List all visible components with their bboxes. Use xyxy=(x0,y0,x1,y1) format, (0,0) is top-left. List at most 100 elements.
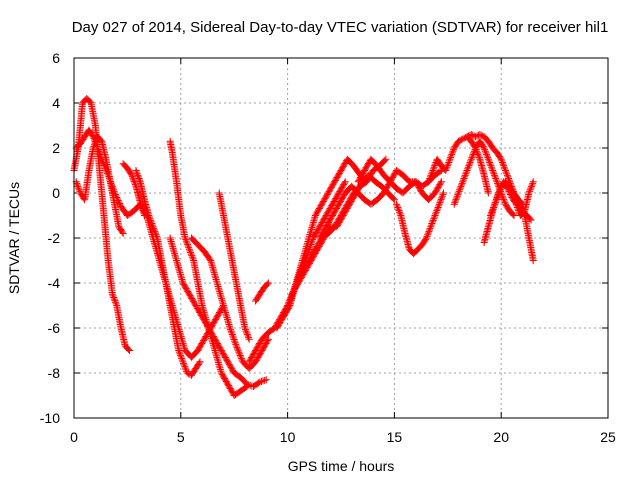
data-point xyxy=(231,339,239,347)
data-point xyxy=(256,378,264,386)
data-point xyxy=(227,326,235,334)
data-point xyxy=(448,149,456,157)
data-point xyxy=(112,300,120,308)
data-point xyxy=(245,335,253,343)
data-point xyxy=(119,230,127,237)
data-point xyxy=(496,186,504,194)
data-point xyxy=(495,189,503,197)
data-point xyxy=(459,178,467,186)
data-point xyxy=(433,205,441,213)
data-point xyxy=(456,186,464,194)
data-point xyxy=(513,202,521,210)
data-point xyxy=(390,196,398,204)
data-point xyxy=(449,147,457,155)
data-point xyxy=(75,184,83,192)
data-point xyxy=(475,154,483,162)
series-arc8 xyxy=(187,234,272,372)
data-point xyxy=(501,167,509,174)
data-point xyxy=(496,187,504,195)
data-point xyxy=(245,381,253,389)
series-arc18 xyxy=(425,133,492,197)
data-point xyxy=(444,160,452,168)
data-point xyxy=(502,168,510,176)
data-point xyxy=(175,347,183,354)
data-point xyxy=(236,350,244,358)
data-point xyxy=(456,184,464,192)
data-point xyxy=(496,154,504,162)
data-point xyxy=(92,138,100,146)
data-point xyxy=(231,337,239,345)
data-point xyxy=(503,183,511,191)
data-point xyxy=(486,158,494,166)
data-point xyxy=(453,194,461,202)
data-point xyxy=(242,327,250,335)
data-point xyxy=(188,252,196,260)
data-point xyxy=(86,98,94,106)
data-point xyxy=(127,170,135,178)
data-point xyxy=(527,183,535,191)
data-point xyxy=(503,170,511,178)
data-point xyxy=(458,179,466,187)
data-point xyxy=(479,143,487,151)
data-point xyxy=(188,253,196,261)
data-point xyxy=(261,376,269,384)
data-point xyxy=(427,171,435,179)
x-axis-label: GPS time / hours xyxy=(288,458,395,474)
data-point xyxy=(179,358,187,366)
data-point xyxy=(504,173,512,181)
data-point xyxy=(491,199,499,207)
data-point xyxy=(493,194,501,202)
data-point xyxy=(493,195,501,203)
data-point xyxy=(90,141,98,149)
data-point xyxy=(189,255,197,263)
data-point xyxy=(178,356,186,364)
data-point xyxy=(206,255,214,263)
data-point xyxy=(234,347,242,355)
data-point xyxy=(458,181,466,189)
data-point xyxy=(181,363,189,371)
data-point xyxy=(176,350,184,358)
data-point xyxy=(124,345,132,353)
data-point xyxy=(229,332,237,340)
data-point xyxy=(237,355,245,363)
series-arc22 xyxy=(487,178,537,219)
data-point xyxy=(430,163,438,171)
data-point xyxy=(132,167,140,174)
data-point xyxy=(457,136,465,144)
y-tick-label: 4 xyxy=(52,95,60,111)
data-point xyxy=(229,334,237,342)
data-point xyxy=(429,216,437,224)
data-point xyxy=(116,200,124,207)
x-tick-label: 20 xyxy=(493,429,509,445)
data-point xyxy=(393,200,401,208)
x-tick-label: 0 xyxy=(70,429,78,445)
data-point xyxy=(469,152,477,160)
data-point xyxy=(234,345,242,353)
y-tick-label: -10 xyxy=(40,410,60,426)
data-point xyxy=(434,203,442,211)
data-point xyxy=(436,167,444,175)
data-point xyxy=(394,205,402,213)
data-point xyxy=(515,207,523,215)
data-point xyxy=(425,178,433,186)
data-point xyxy=(109,292,117,300)
data-point xyxy=(263,280,271,288)
data-point xyxy=(461,171,469,179)
series-arc9 xyxy=(215,189,253,343)
data-point xyxy=(510,212,518,219)
data-point xyxy=(483,152,491,160)
data-point xyxy=(490,202,498,210)
data-point xyxy=(129,174,137,182)
data-point xyxy=(175,348,183,356)
data-point xyxy=(90,142,98,150)
data-point xyxy=(150,224,158,232)
data-point xyxy=(437,179,445,187)
data-point xyxy=(450,146,458,154)
data-point xyxy=(396,210,404,218)
data-point xyxy=(184,242,192,250)
data-point xyxy=(74,183,82,191)
data-point xyxy=(423,232,431,240)
data-point xyxy=(436,199,444,207)
data-point xyxy=(91,139,99,147)
data-point xyxy=(514,205,522,213)
